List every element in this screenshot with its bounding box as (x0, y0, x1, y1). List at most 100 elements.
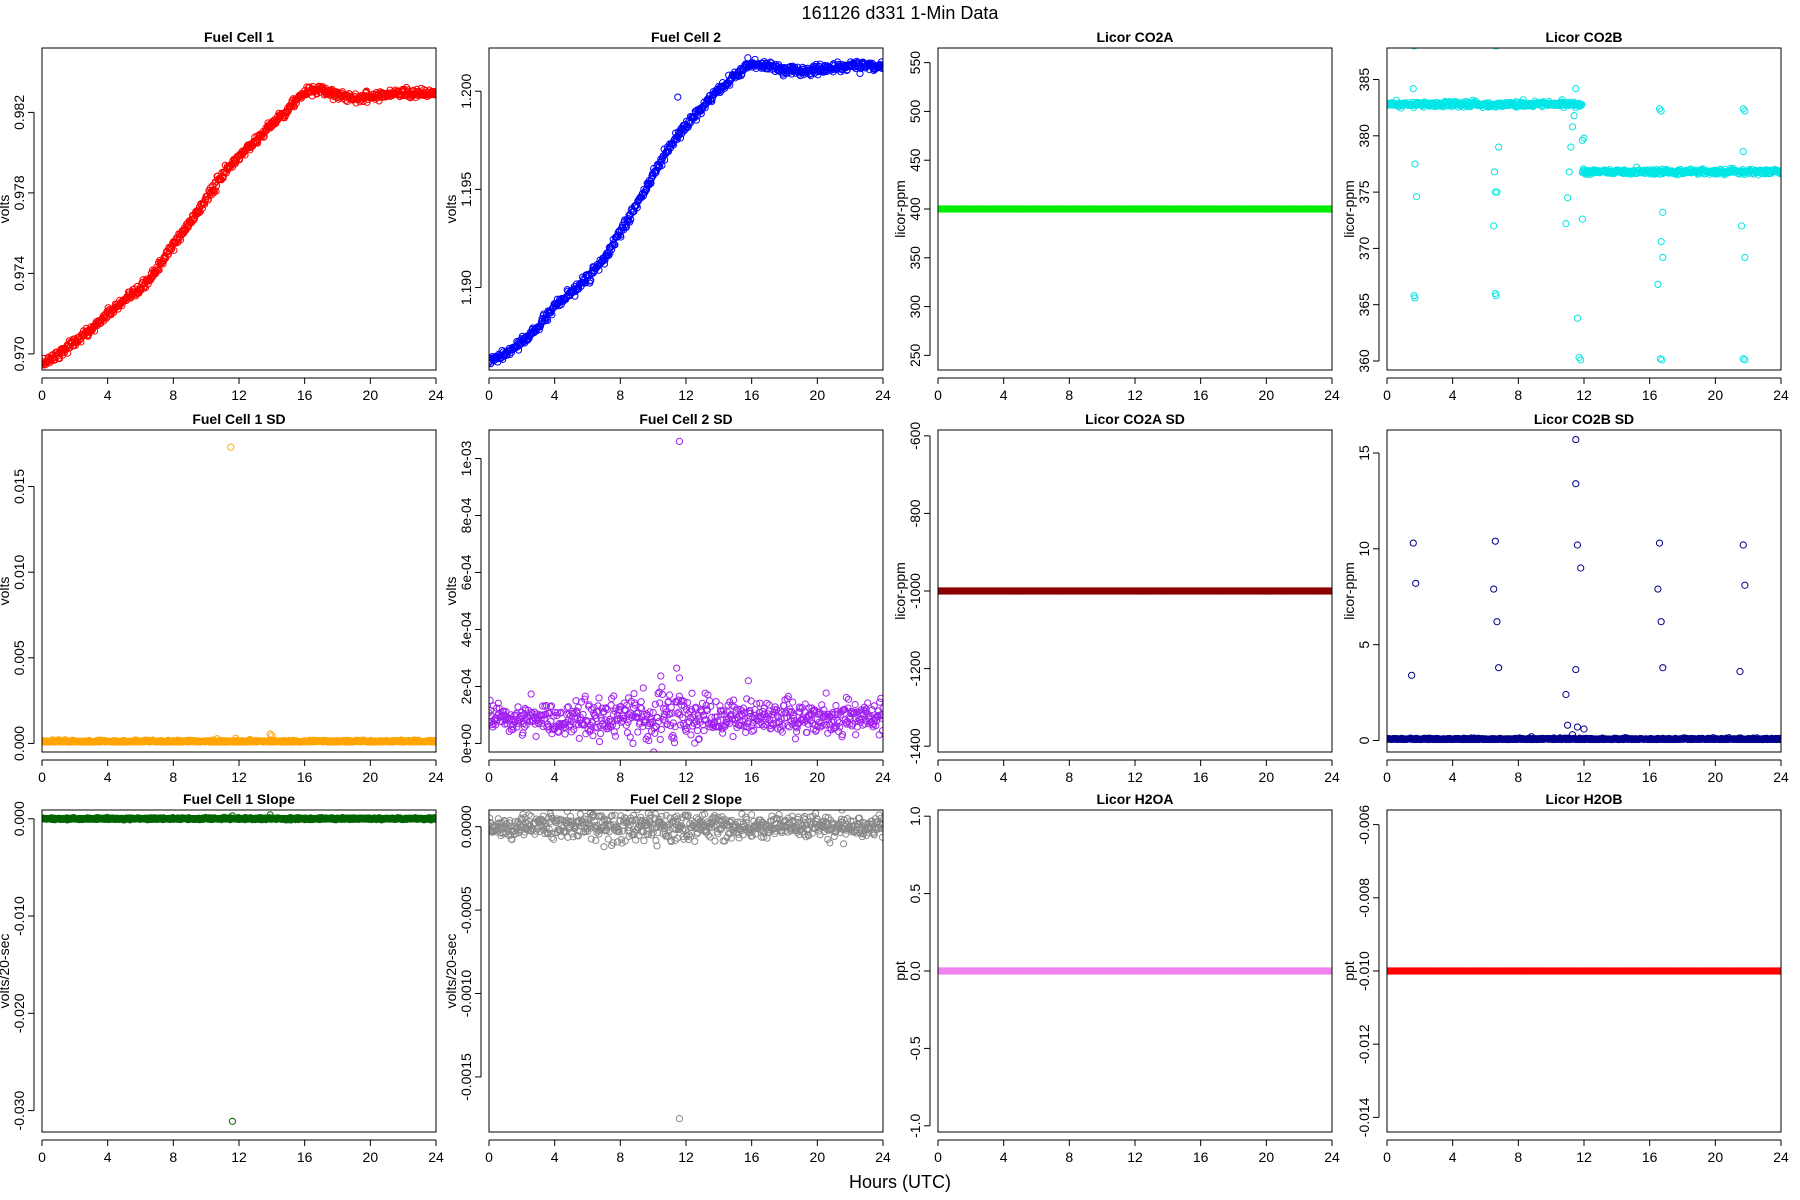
y-tick-label: 450 (907, 148, 923, 172)
data-point (864, 699, 872, 707)
data-point (1654, 280, 1662, 289)
data-point (877, 694, 883, 702)
data-point (563, 704, 571, 712)
data-point (675, 437, 684, 445)
data-point (1328, 205, 1332, 213)
y-tick-label: 370 (1356, 237, 1372, 261)
data-point (1490, 168, 1499, 176)
data-point (744, 677, 752, 685)
panel-title: Fuel Cell 2 (651, 29, 721, 45)
y-tick-label: 300 (907, 295, 923, 319)
plot-frame (1386, 47, 1782, 371)
data-point (540, 715, 548, 723)
x-tick-label: 24 (875, 769, 891, 785)
y-tick-label: 0.010 (11, 554, 27, 589)
y-tick-label: -600 (907, 422, 923, 450)
x-tick-label: 0 (38, 387, 46, 403)
data-point (136, 283, 145, 291)
x-tick-label: 20 (1708, 387, 1724, 403)
data-point (305, 83, 314, 91)
data-point (571, 292, 579, 300)
data-point (755, 720, 763, 729)
x-tick-label: 8 (1065, 387, 1073, 403)
data-point (656, 699, 664, 707)
data-point (582, 730, 590, 738)
data-point (744, 54, 752, 62)
data-point (212, 187, 220, 195)
data-point (691, 739, 699, 747)
data-point (431, 737, 436, 745)
data-point (879, 63, 883, 72)
data-point (610, 692, 618, 700)
x-tick-label: 4 (551, 769, 559, 785)
data-point (1575, 354, 1583, 362)
figure-x-label: Hours (UTC) (849, 1172, 951, 1192)
y-axis: -1400-1200-1000-800-600 (907, 422, 931, 764)
data-point (650, 724, 658, 732)
data-point (829, 716, 837, 725)
data-point (77, 338, 85, 346)
data-point (788, 708, 796, 716)
data-point (876, 712, 883, 720)
data-point (232, 734, 240, 742)
data-point (601, 716, 609, 724)
data-point (522, 706, 530, 714)
data-point (543, 316, 552, 324)
data-point (595, 266, 603, 274)
y-tick-label: 365 (1356, 293, 1372, 317)
x-tick-label: 12 (678, 387, 694, 403)
data-point (170, 246, 178, 254)
data-point (713, 713, 721, 721)
y-axis-label: licor-ppm (892, 562, 908, 620)
x-tick-label: 16 (297, 387, 313, 403)
data-point (848, 722, 856, 730)
data-point (870, 702, 878, 710)
data-point (1411, 160, 1419, 168)
data-point (1739, 105, 1747, 113)
data-point (651, 729, 659, 737)
data-point (804, 720, 812, 728)
x-tick-label: 0 (934, 769, 942, 785)
y-tick-label: 1.190 (458, 270, 474, 305)
data-point (684, 699, 692, 707)
data-point (791, 735, 800, 743)
x-tick-label: 4 (104, 387, 112, 403)
x-tick-label: 12 (1127, 769, 1143, 785)
data-point (554, 728, 563, 736)
data-point (600, 260, 609, 268)
x-axis: 0 4 8 12 16 20 24 (38, 759, 444, 785)
x-tick-label: 0 (1383, 387, 1391, 403)
data-point (520, 723, 529, 731)
data-point (1738, 222, 1746, 230)
data-point (771, 706, 779, 714)
data-point (634, 728, 642, 736)
data-point (832, 701, 840, 710)
plot-frame (937, 47, 1333, 371)
data-point (542, 701, 551, 710)
data-point (1659, 208, 1667, 216)
x-tick-label: 20 (1259, 769, 1275, 785)
y-axis-label: volts (0, 577, 12, 606)
x-tick-label: 8 (1065, 769, 1073, 785)
data-point (695, 735, 703, 743)
x-tick-label: 24 (1324, 387, 1340, 403)
data-point (1562, 220, 1570, 228)
data-point (1739, 147, 1747, 156)
y-tick-label: -1400 (907, 728, 923, 764)
data-point (1578, 100, 1586, 109)
plot-frame (41, 429, 437, 753)
data-point (795, 703, 803, 711)
data-point (872, 717, 881, 725)
data-point (629, 739, 637, 748)
data-point (1328, 587, 1332, 595)
data-point (329, 96, 337, 104)
data-point (547, 702, 555, 710)
data-point (1578, 215, 1586, 223)
data-point (676, 134, 685, 142)
data-point (838, 730, 847, 739)
data-points (489, 437, 883, 752)
data-point (842, 719, 850, 727)
